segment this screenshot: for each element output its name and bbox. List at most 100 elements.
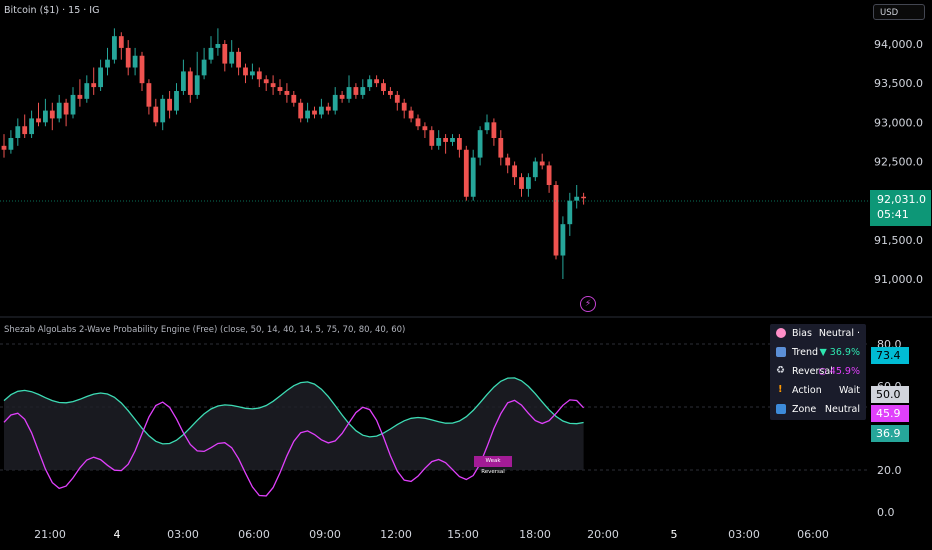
candle-body [450, 138, 455, 142]
candle-body [394, 94, 400, 103]
indicator-axis-label: 0.0 [877, 506, 895, 519]
candle-body [139, 55, 145, 84]
candle-body [277, 87, 283, 91]
time-axis-label: 20:00 [587, 528, 619, 541]
last-price-tag: 92,031.0 05:41 [870, 190, 931, 226]
time-axis-label: 03:00 [728, 528, 760, 541]
time-axis-label: 4 [114, 528, 121, 541]
candle-body [339, 94, 345, 99]
price-axis-label: 91,500.0 [874, 234, 923, 247]
candle-body [305, 110, 310, 119]
time-axis-label: 12:00 [380, 528, 412, 541]
candle-body [125, 47, 131, 68]
lightning-icon[interactable]: ⚡ [580, 296, 596, 312]
candle-body [519, 177, 524, 189]
price-axis[interactable]: 94,000.0 93,500.0 93,000.0 92,500.0 91,500.0… [874, 38, 923, 286]
panel-row-trend: Trend ▼ 36.9% [770, 343, 866, 362]
candle-body [98, 67, 103, 88]
candle-body [77, 94, 83, 99]
bias-label: Bias [792, 328, 812, 339]
candle-body [291, 94, 297, 103]
currency-selector[interactable]: USD [873, 4, 925, 20]
candle-body [367, 79, 373, 88]
time-axis-label: 5 [671, 528, 678, 541]
candle-body [36, 118, 41, 123]
bias-value: Neutral · [818, 328, 860, 339]
candle-body [498, 138, 504, 158]
candle-body [512, 165, 517, 178]
time-axis-label: 06:00 [238, 528, 270, 541]
candle-body [49, 110, 55, 119]
candle-body [429, 130, 435, 146]
zone-label: Zone [792, 404, 817, 415]
symbol-title[interactable]: Bitcoin ($1) · 15 · IG [4, 5, 100, 16]
panel-row-reversal: ♻ Reversal ○ 45.9% [770, 362, 866, 381]
candle-body [539, 161, 545, 166]
candle-body [325, 106, 331, 111]
indicator-title[interactable]: Shezab AlgoLabs 2-Wave Probability Engin… [4, 325, 406, 335]
time-axis-label: 21:00 [34, 528, 66, 541]
candle-body [353, 87, 359, 95]
wave-fill-area [4, 377, 584, 470]
candle-body [422, 126, 428, 131]
candle-body [194, 75, 200, 95]
price-axis-label: 93,500.0 [874, 77, 923, 90]
trend-wave-line [3, 377, 584, 445]
candle-body [436, 138, 442, 146]
candle-body [84, 83, 90, 99]
time-axis[interactable]: 21:00 4 03:00 06:00 09:00 12:00 15:00 18:00 20:0… [34, 528, 829, 541]
candle-body [208, 47, 214, 60]
trend-label: Trend [792, 347, 818, 358]
indicator-tag-45: 45.9 [871, 405, 909, 422]
bar-countdown: 05:41 [877, 208, 909, 221]
panel-row-zone: Zone Neutral [770, 400, 866, 419]
candle-body [560, 224, 566, 256]
candle-body [29, 118, 34, 135]
last-price-value: 92,031.0 [877, 193, 926, 206]
candle-body [181, 71, 186, 91]
candle-body [91, 83, 97, 88]
candlestick-series [1, 28, 586, 279]
price-axis-label: 91,000.0 [874, 273, 923, 286]
candle-body [43, 110, 48, 123]
indicator-tag-50: 50.0 [871, 386, 909, 403]
candle-body [8, 138, 14, 150]
candle-body [1, 145, 7, 150]
candle-body [374, 79, 379, 84]
candle-body [526, 177, 531, 189]
candle-body [312, 110, 317, 115]
candle-body [174, 91, 179, 111]
candle-body [574, 196, 580, 201]
candle-body [222, 44, 228, 64]
candle-body [146, 83, 152, 107]
candle-body [470, 157, 476, 197]
candle-body [187, 71, 193, 95]
candle-body [581, 196, 586, 199]
trend-value: ▼ 36.9% [819, 347, 860, 358]
candle-body [105, 59, 110, 68]
chart-icon [776, 347, 786, 357]
candle-body [112, 36, 117, 60]
candle-body [236, 51, 241, 68]
candle-body [381, 83, 386, 91]
candle-body [243, 67, 248, 76]
zone-icon [776, 404, 786, 414]
zone-value: Neutral [824, 404, 860, 415]
reversal-wave-line [3, 399, 585, 497]
indicator-tag-36: 36.9 [871, 425, 909, 442]
candle-body [270, 83, 276, 88]
time-axis-label: 09:00 [309, 528, 341, 541]
candle-body [153, 106, 159, 123]
brain-icon [776, 328, 786, 338]
candle-body [63, 102, 69, 115]
candle-body [118, 36, 124, 48]
candle-body [388, 91, 393, 95]
time-axis-label: 15:00 [447, 528, 479, 541]
candle-body [22, 126, 28, 135]
action-value: Wait [839, 385, 860, 396]
candle-body [229, 51, 235, 64]
weak-reversal-label: Weak Reversal [474, 456, 512, 475]
reversal-value: ○ 45.9% [818, 366, 861, 377]
candle-body [132, 55, 138, 68]
